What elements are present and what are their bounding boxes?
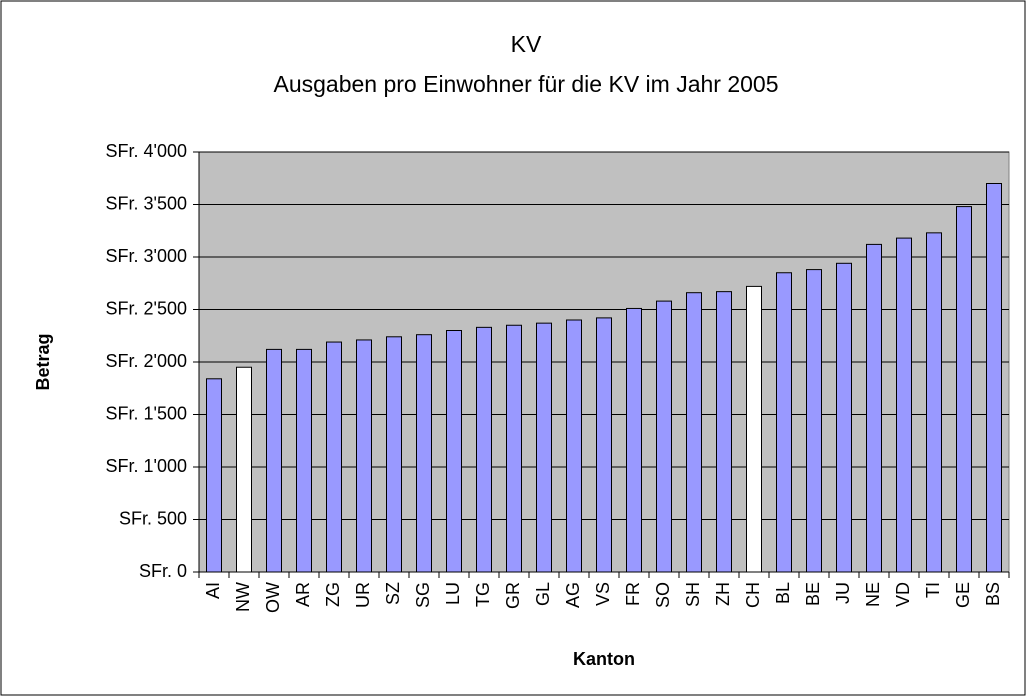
x-tick-label: OW xyxy=(263,582,283,613)
x-tick-label: GL xyxy=(533,582,553,606)
y-tick-label: SFr. 4'000 xyxy=(106,141,187,161)
bar xyxy=(596,317,612,573)
y-tick-label: SFr. 500 xyxy=(119,508,187,528)
bar xyxy=(626,307,642,573)
bar xyxy=(926,232,942,573)
x-tick-label: GE xyxy=(953,582,973,608)
x-tick-label: SG xyxy=(413,582,433,608)
bar xyxy=(326,341,342,573)
bar xyxy=(866,243,882,573)
bar xyxy=(896,237,912,573)
bar xyxy=(956,206,972,573)
x-tick-label: CH xyxy=(743,582,763,608)
bar xyxy=(986,183,1002,573)
x-tick-label: UR xyxy=(353,582,373,608)
x-tick-label: VD xyxy=(893,582,913,607)
bar xyxy=(476,326,492,573)
y-tick-label: SFr. 1'000 xyxy=(106,456,187,476)
bar xyxy=(836,262,852,573)
x-tick-label: ZG xyxy=(323,582,343,607)
x-tick-label: LU xyxy=(443,582,463,605)
bar xyxy=(566,319,582,573)
bar xyxy=(266,348,282,573)
x-tick-label: VS xyxy=(593,582,613,606)
y-tick-label: SFr. 0 xyxy=(139,561,187,581)
bar xyxy=(506,324,522,573)
x-tick-label: ZH xyxy=(713,582,733,606)
bar xyxy=(236,366,252,573)
x-tick-label: AI xyxy=(203,582,223,599)
x-tick-label: SH xyxy=(683,582,703,607)
y-axis-label: Betrag xyxy=(33,333,53,390)
x-tick-label: JU xyxy=(833,582,853,604)
x-tick-label: AR xyxy=(293,582,313,607)
bar xyxy=(806,269,822,573)
bar xyxy=(296,348,312,573)
x-tick-label: BL xyxy=(773,582,793,604)
x-tick-label: FR xyxy=(623,582,643,606)
bar xyxy=(776,272,792,573)
y-tick-label: SFr. 2'000 xyxy=(106,351,187,371)
bar xyxy=(386,336,402,573)
x-tick-label: SZ xyxy=(383,582,403,605)
chart-title: KV xyxy=(511,31,542,57)
x-tick-label: TG xyxy=(473,582,493,607)
x-tick-label: BE xyxy=(803,582,823,606)
chart-subtitle: Ausgaben pro Einwohner für die KV im Jah… xyxy=(273,71,778,97)
bar xyxy=(746,285,762,573)
x-axis-label: Kanton xyxy=(573,649,635,669)
x-tick-label: TI xyxy=(923,582,943,598)
x-tick-label: GR xyxy=(503,582,523,609)
bar xyxy=(536,322,552,573)
bar xyxy=(716,291,732,573)
x-tick-label: AG xyxy=(563,582,583,608)
x-tick-label: NE xyxy=(863,582,883,607)
bar xyxy=(416,334,432,573)
y-tick-label: SFr. 3'000 xyxy=(106,246,187,266)
bar xyxy=(446,330,462,573)
y-tick-label: SFr. 1'500 xyxy=(106,403,187,423)
x-tick-label: SO xyxy=(653,582,673,608)
bar xyxy=(656,300,672,573)
x-tick-label: NW xyxy=(233,582,253,612)
bar xyxy=(206,378,222,573)
y-tick-label: SFr. 2'500 xyxy=(106,298,187,318)
y-tick-label: SFr. 3'500 xyxy=(106,193,187,213)
x-tick-label: BS xyxy=(983,582,1003,606)
bar xyxy=(686,292,702,573)
bar xyxy=(356,339,372,573)
